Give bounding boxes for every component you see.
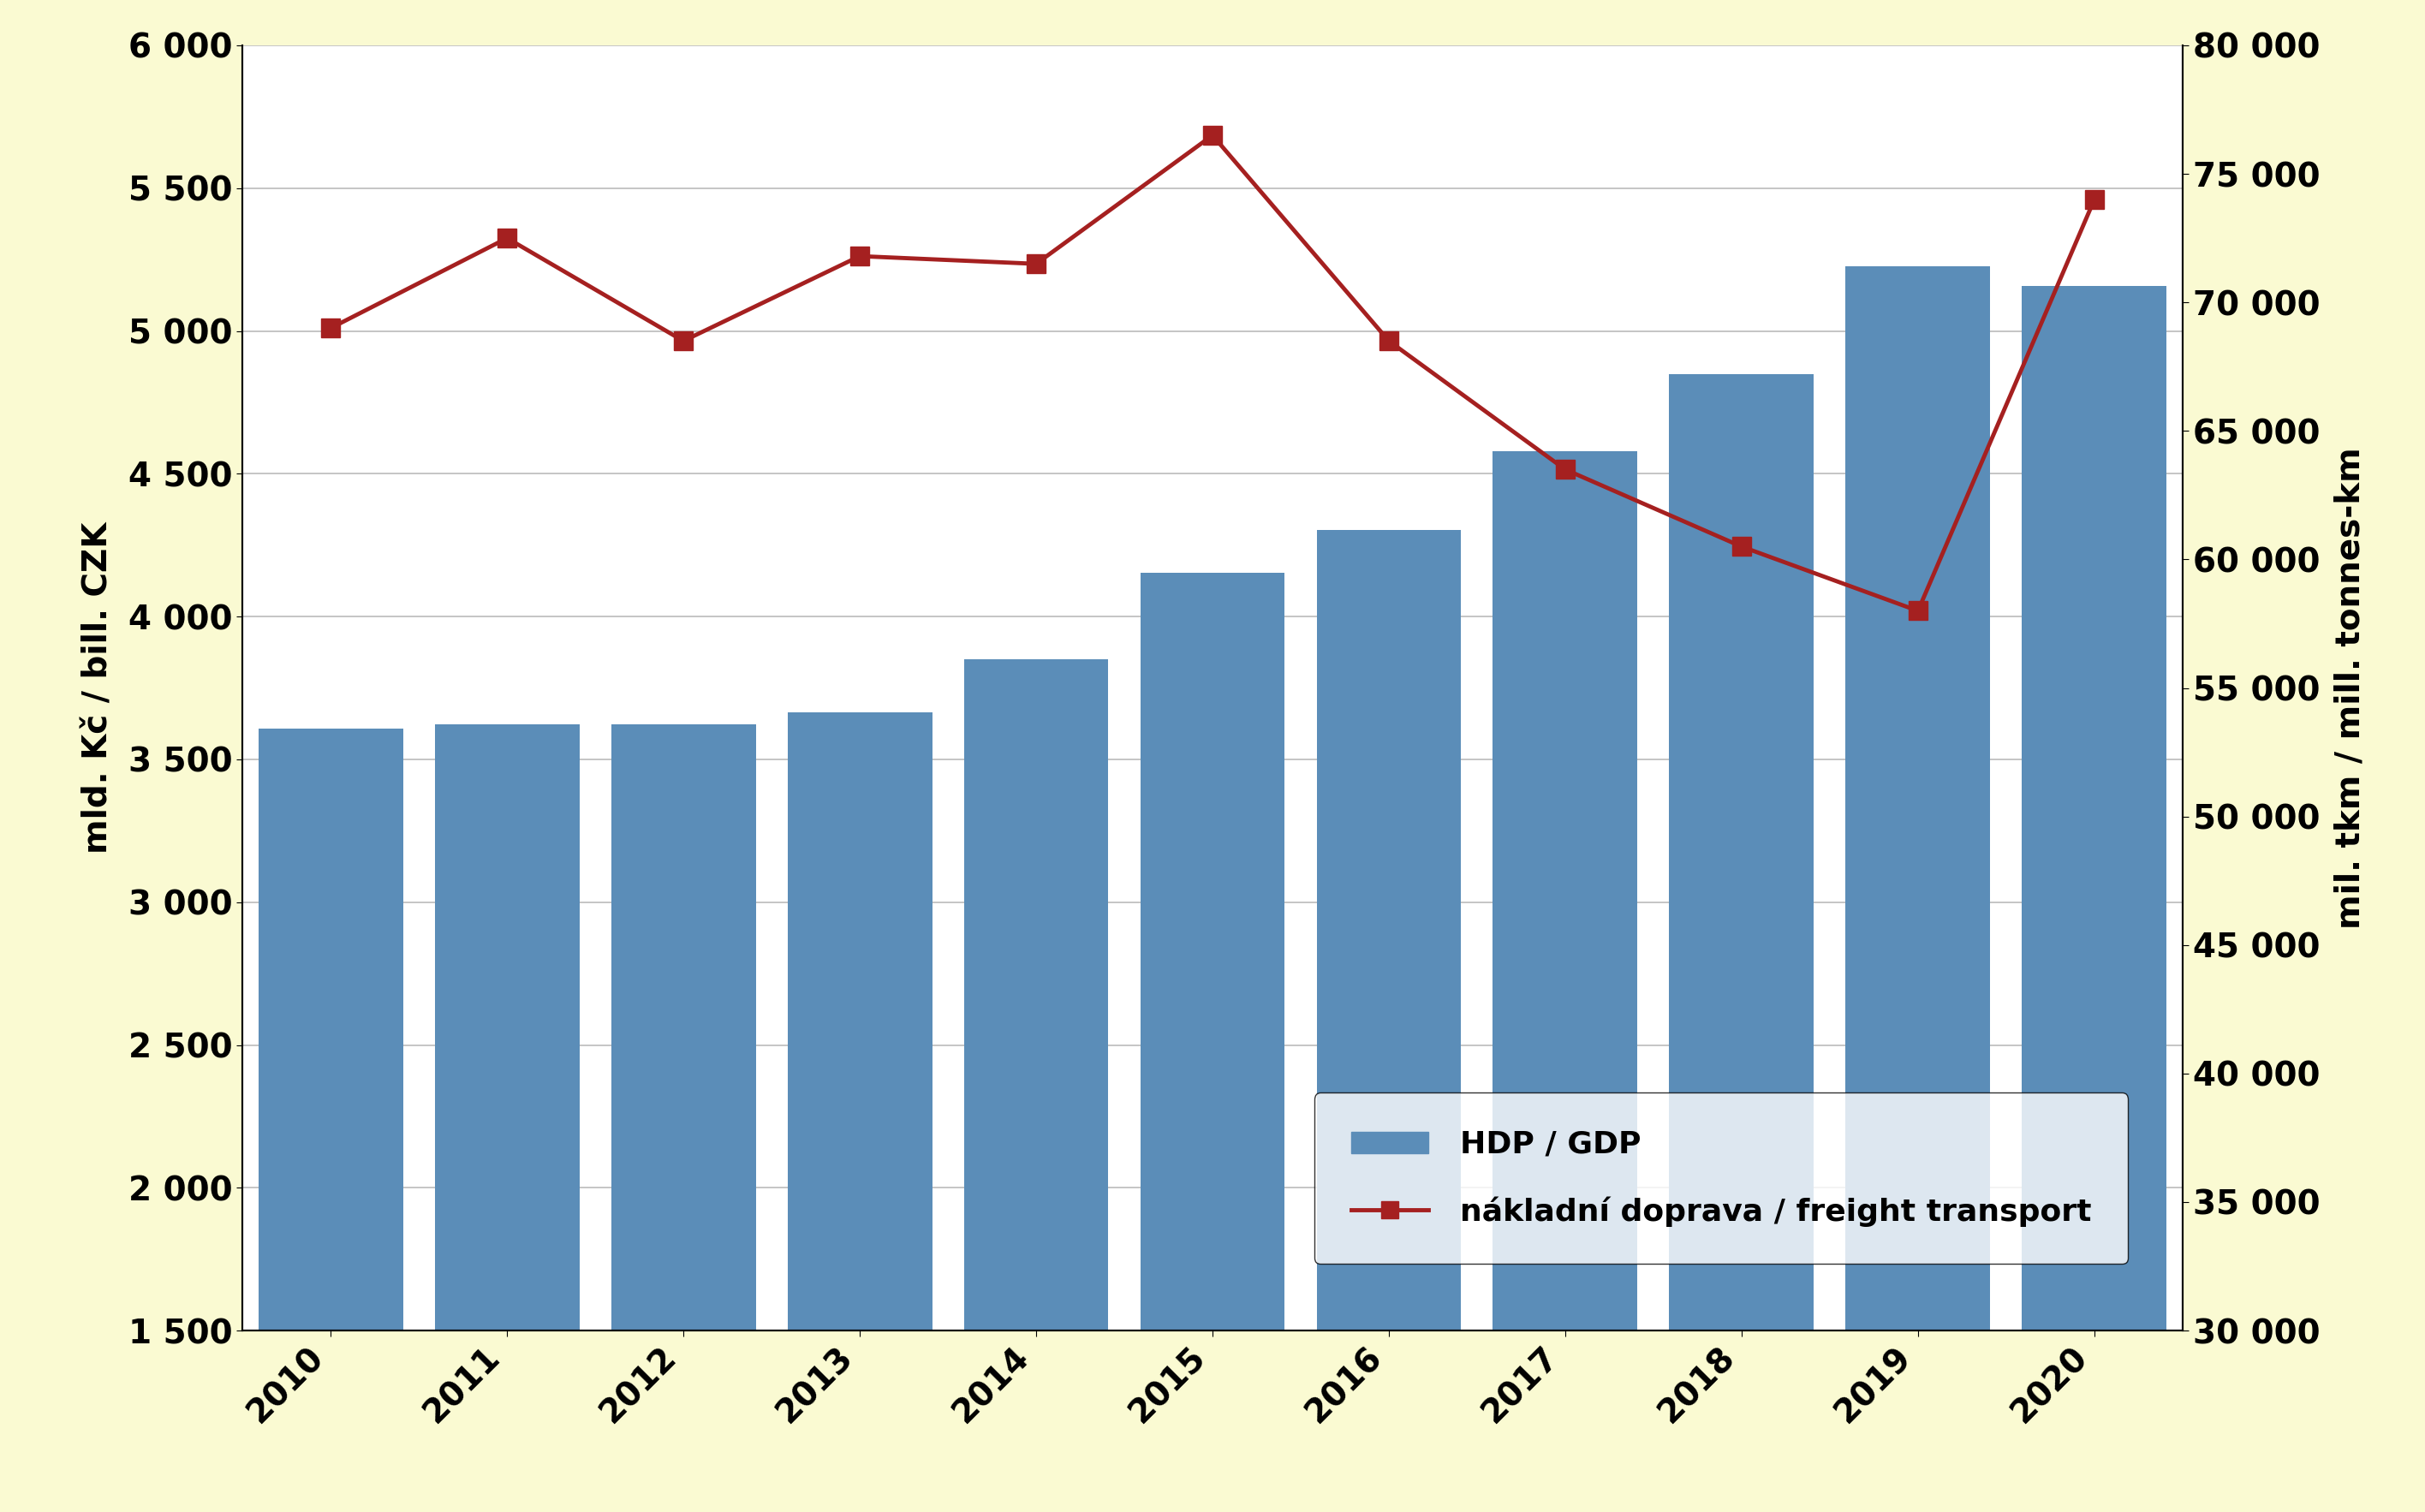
- Y-axis label: mld. Kč / bill. CZK: mld. Kč / bill. CZK: [82, 522, 114, 854]
- Bar: [1494, 452, 1637, 1331]
- Bar: [1668, 375, 1814, 1331]
- Bar: [963, 659, 1108, 1331]
- Bar: [434, 724, 580, 1331]
- Bar: [1845, 266, 1991, 1331]
- Bar: [259, 729, 403, 1331]
- Bar: [2022, 286, 2166, 1331]
- Bar: [1140, 573, 1285, 1331]
- Bar: [1317, 531, 1462, 1331]
- Bar: [611, 724, 757, 1331]
- Y-axis label: mil. tkm / mill. tonnes-km: mil. tkm / mill. tonnes-km: [2335, 448, 2367, 928]
- Legend: HDP / GDP, nákladní doprava / freight transport: HDP / GDP, nákladní doprava / freight tr…: [1314, 1093, 2129, 1264]
- Bar: [788, 712, 931, 1331]
